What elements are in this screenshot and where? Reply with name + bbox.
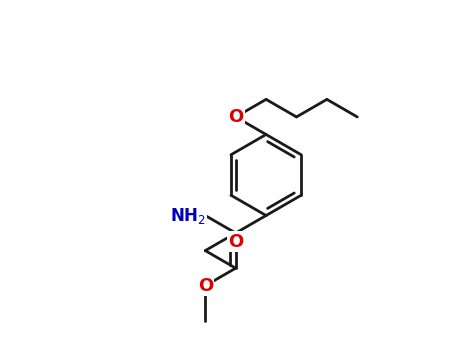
Text: NH$_2$: NH$_2$ [170,205,205,225]
Text: O: O [197,277,213,295]
Text: O: O [228,108,243,126]
Text: O: O [228,233,243,251]
